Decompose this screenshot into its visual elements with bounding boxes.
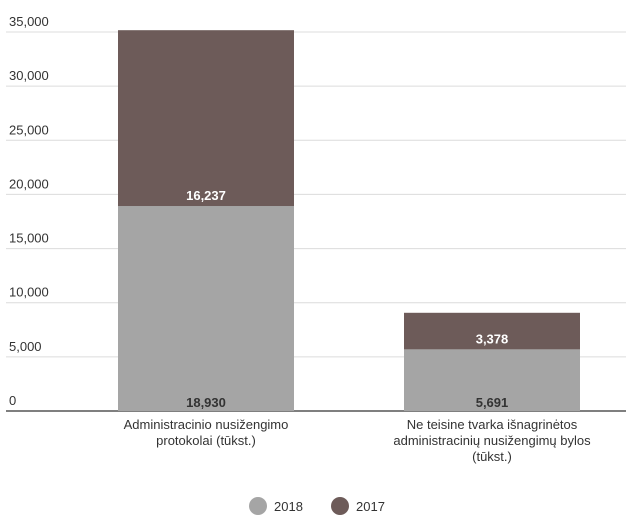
data-label: 5,691 <box>476 395 509 410</box>
y-tick-label: 0 <box>9 393 16 408</box>
data-label: 18,930 <box>186 395 226 410</box>
legend-label: 2017 <box>356 499 385 514</box>
category-labels: Administracinio nusižengimo protokolai (t… <box>124 417 592 464</box>
category-label: Administracinio nusižengimo protokolai (t… <box>124 417 289 448</box>
legend-item-2017: 2017 <box>331 497 385 515</box>
category-label: Ne teisine tvarka išnagrinėtos administra… <box>393 417 591 464</box>
bar-segment-2018 <box>404 349 580 411</box>
data-labels: 18,930 16,237 5,691 3,378 <box>186 188 508 410</box>
legend: 2018 2017 <box>249 497 385 515</box>
y-tick-label: 5,000 <box>9 339 42 354</box>
legend-label: 2018 <box>274 499 303 514</box>
legend-marker <box>331 497 349 515</box>
data-label: 16,237 <box>186 188 226 203</box>
y-tick-label: 35,000 <box>9 14 49 29</box>
bar-segment-2017 <box>118 30 294 207</box>
y-tick-label: 25,000 <box>9 122 49 137</box>
y-tick-label: 20,000 <box>9 176 49 191</box>
y-tick-label: 15,000 <box>9 231 49 246</box>
bar-segment-2018 <box>118 206 294 411</box>
data-label: 3,378 <box>476 331 509 346</box>
bar-segment-2017 <box>404 312 580 350</box>
y-axis-ticks: 0 5,000 10,000 15,000 20,000 25,000 30,000 35,0… <box>9 14 49 408</box>
legend-marker <box>249 497 267 515</box>
bars <box>118 30 580 411</box>
y-tick-label: 10,000 <box>9 285 49 300</box>
y-tick-label: 30,000 <box>9 68 49 83</box>
legend-item-2018: 2018 <box>249 497 303 515</box>
